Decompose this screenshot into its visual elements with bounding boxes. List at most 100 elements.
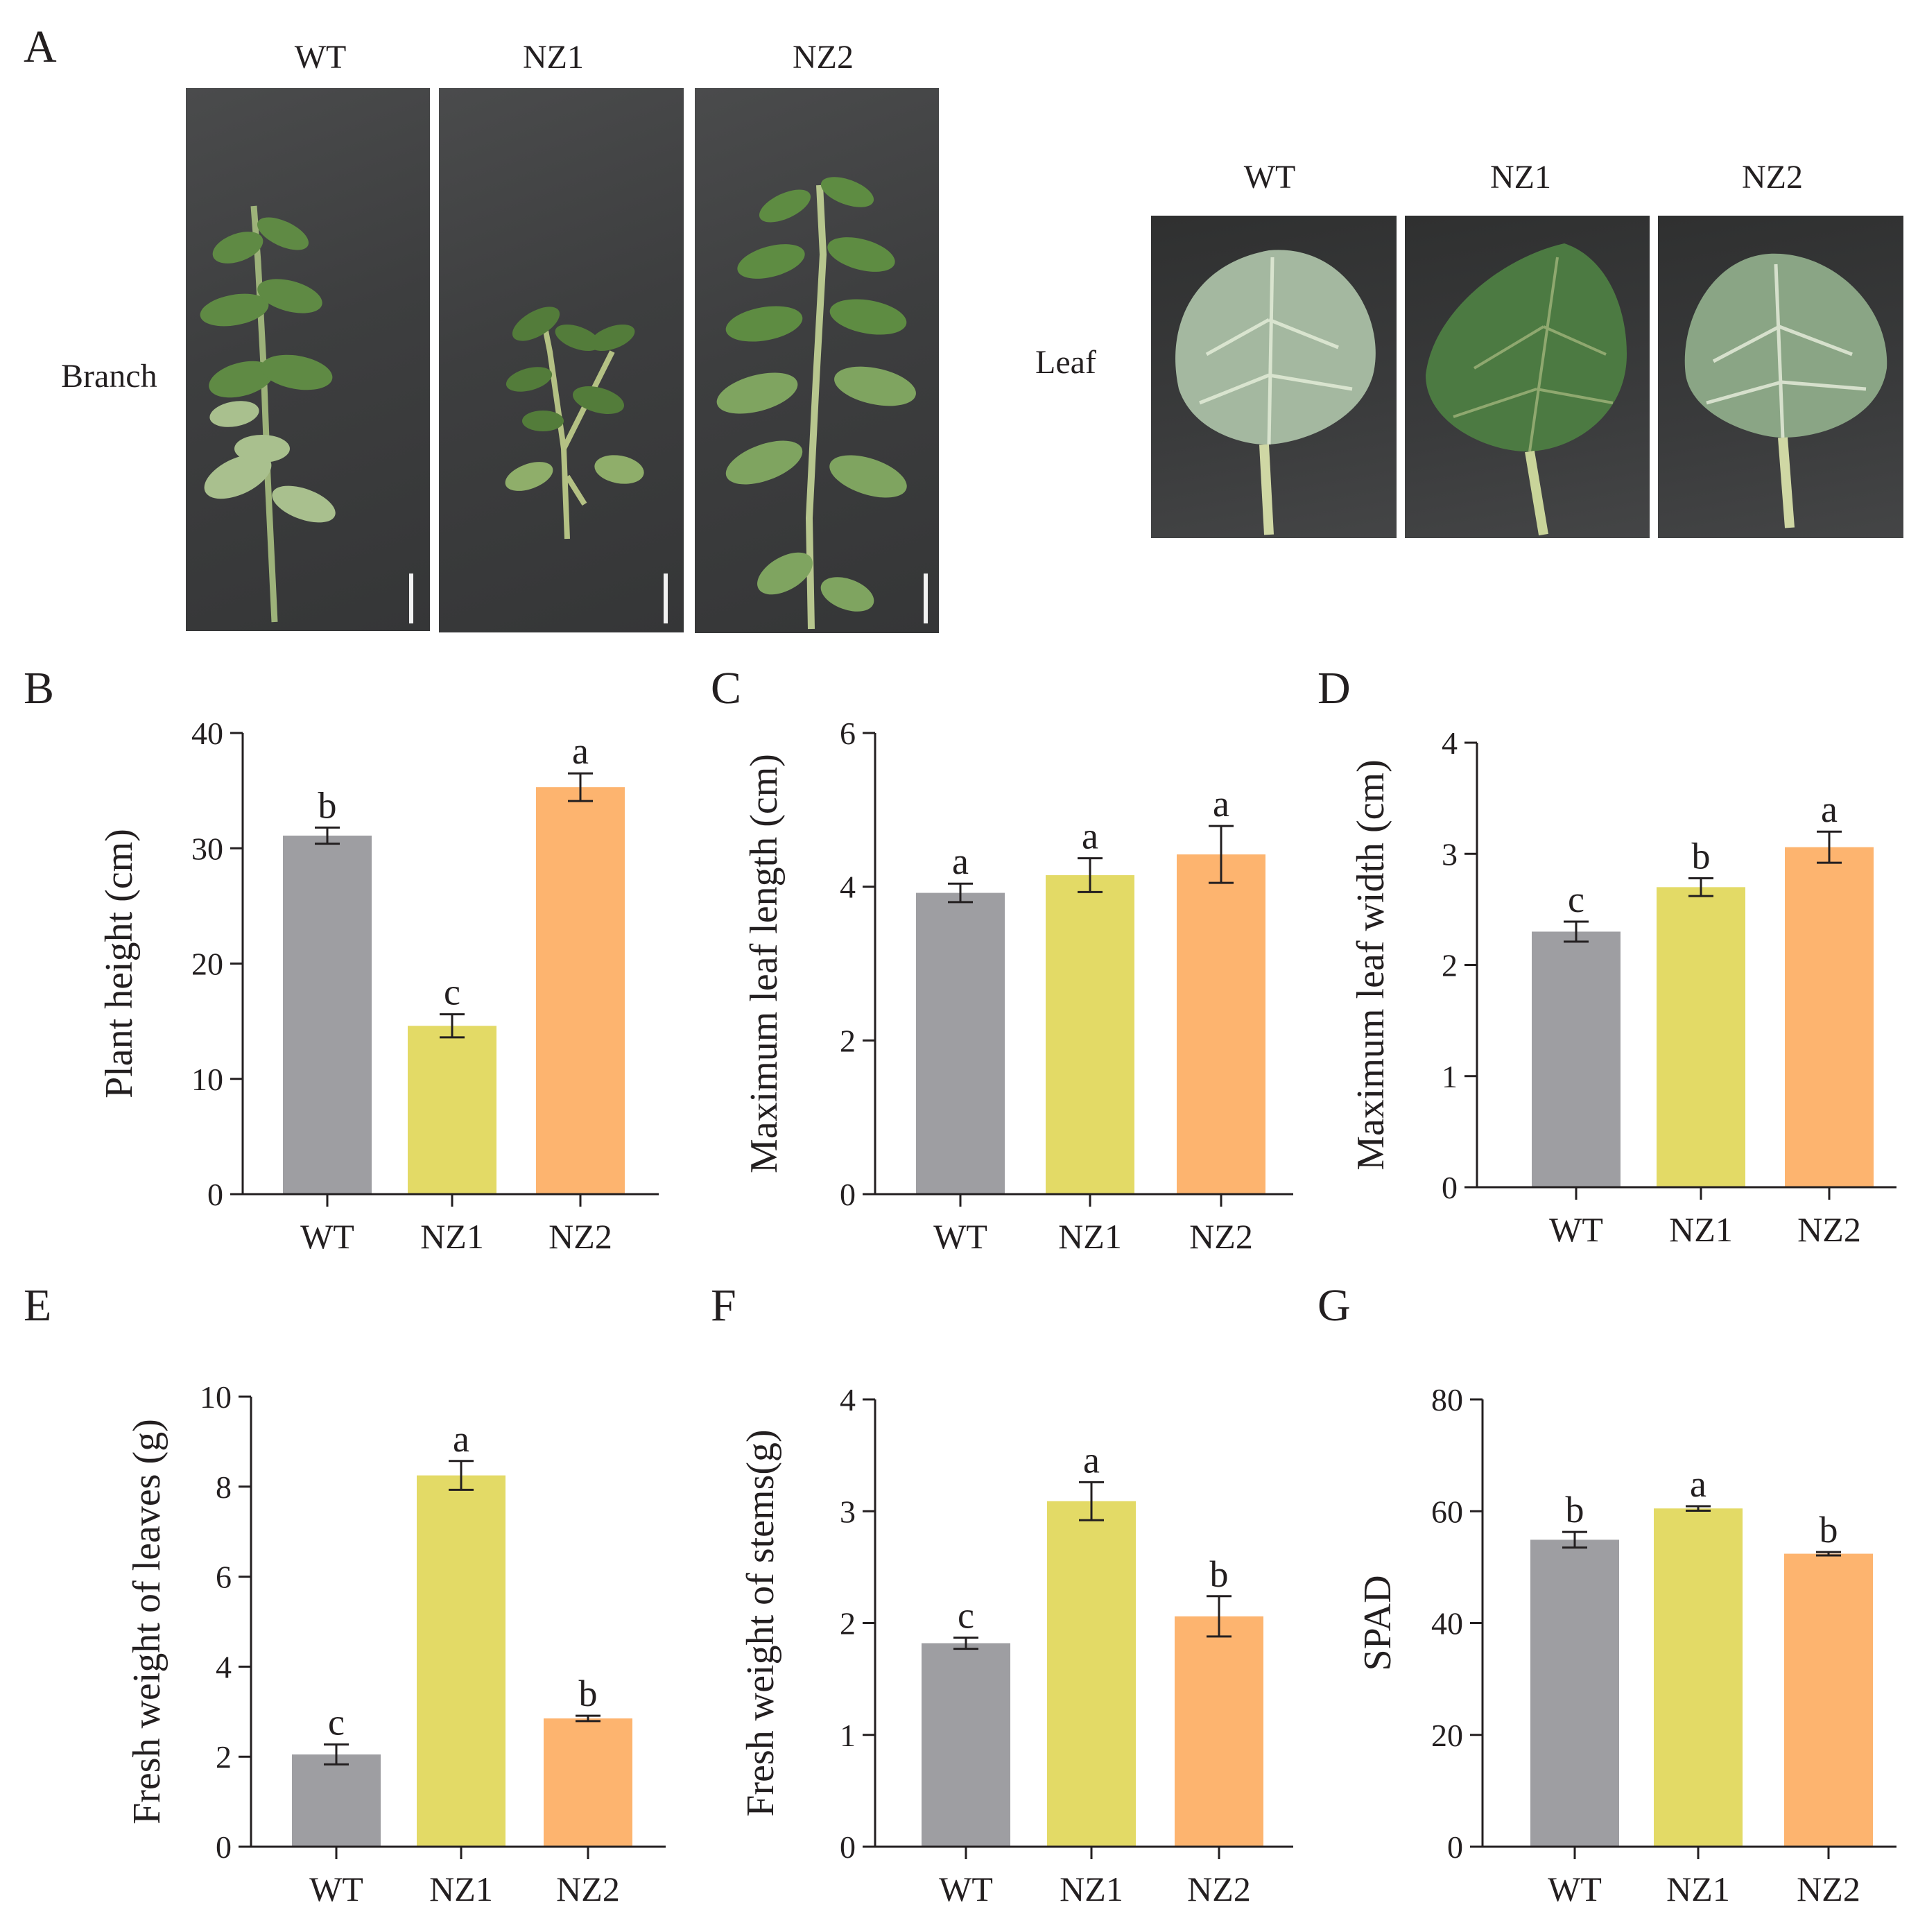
branch-plant-nz1-image [505,307,668,623]
chart-e-sig-letter-2: b [579,1673,598,1714]
chart-b-xtick-label-nz1: NZ1 [420,1217,484,1256]
chart-g-bar-nz2 [1784,1553,1873,1847]
chart-b-sig-letter-2: a [572,730,589,772]
panel-letter-f: F [711,1280,736,1331]
chart-d-ytick-label-3: 3 [1442,836,1458,872]
chart-f-bar-nz2 [1175,1616,1263,1847]
chart-c-xtick-label-nz2: NZ2 [1189,1217,1253,1256]
leaf-photo-nz1 [1405,216,1650,538]
chart-g-sig-letter-0: b [1566,1489,1584,1530]
chart-c-bar-nz1 [1046,875,1134,1194]
chart-d-sig-letter-2: a [1821,788,1838,830]
chart-b-ytick-label-0: 0 [207,1177,223,1212]
chart-d-bar-wt [1532,931,1621,1187]
chart-f-xtick-label-wt: WT [939,1870,993,1908]
leaf-label-nz1: NZ1 [1490,159,1551,196]
chart-b-bar-nz2 [536,787,625,1194]
chart-g-ylabel: SPAD [1356,1575,1399,1671]
chart-e-xtick-label-nz2: NZ2 [556,1870,620,1908]
chart-b-ytick-label-4: 40 [191,716,223,751]
chart-e-ylabel: Fresh weight of leaves (g) [126,1419,168,1825]
branch-photo-nz2 [695,88,939,633]
leaf-nz1-image [1426,243,1627,536]
chart-e-bar-nz2 [544,1718,632,1847]
panel-letter-a: A [24,21,57,72]
leaf-row-label: Leaf [1035,344,1096,381]
chart-g-ytick-label-3: 60 [1431,1494,1463,1529]
chart-f-ytick-label-1: 1 [840,1718,856,1753]
chart-d-bar-nz1 [1657,887,1745,1187]
chart-d-sig-letter-0: c [1568,879,1584,920]
chart-e-ytick-label-5: 10 [200,1379,232,1415]
leaf-label-nz2: NZ2 [1742,159,1803,196]
chart-e-bar-nz1 [417,1475,505,1847]
panel-letter-e: E [24,1280,52,1331]
leaf-nz2-image [1684,253,1887,528]
chart-f-bar-nz1 [1047,1501,1136,1847]
chart-c-bar-nz2 [1177,854,1265,1194]
chart-c-ytick-label-0: 0 [840,1177,856,1212]
chart-f-bar-wt [922,1643,1010,1847]
branch-plant-wt-image [200,205,413,623]
chart-d-sig-letter-1: b [1692,836,1711,877]
chart-c-xtick-label-nz1: NZ1 [1058,1217,1122,1256]
chart-f-xtick-label-nz2: NZ2 [1187,1870,1251,1908]
chart-f-sig-letter-2: b [1210,1553,1229,1595]
chart-g-xtick-label-nz1: NZ1 [1666,1870,1730,1908]
chart-g-ytick-label-2: 40 [1431,1606,1463,1641]
chart-g-sig-letter-2: b [1820,1509,1838,1551]
chart-e-ytick-label-1: 2 [216,1739,232,1775]
chart-c-ytick-label-1: 2 [840,1023,856,1058]
chart-e-bar-wt [292,1754,381,1847]
chart-c-ylabel: Maximum leaf length (cm) [743,754,786,1173]
panel-letter-g: G [1317,1280,1351,1331]
chart-d-xtick-label-nz1: NZ1 [1669,1210,1733,1249]
chart-b-ytick-label-2: 20 [191,947,223,982]
chart-g-ytick-label-4: 80 [1431,1382,1463,1417]
chart-c-sig-letter-1: a [1082,816,1098,857]
chart-g-ytick-label-1: 20 [1431,1718,1463,1753]
chart-f-xtick-label-nz1: NZ1 [1060,1870,1123,1908]
branch-photo-nz1 [439,88,684,632]
chart-d-xtick-label-nz2: NZ2 [1797,1210,1861,1249]
chart-d-ytick-label-0: 0 [1442,1170,1458,1205]
chart-g-bar-nz1 [1654,1508,1743,1847]
chart-d-bar-nz2 [1785,847,1874,1187]
chart-d-ytick-label-2: 2 [1442,948,1458,983]
leaf-wt-image [1175,250,1376,535]
chart-c-ytick-label-3: 6 [840,716,856,751]
chart-d-ytick-label-4: 4 [1442,725,1458,761]
chart-e-ytick-label-0: 0 [216,1829,232,1865]
branch-label-nz1: NZ1 [523,39,584,76]
chart-g-xtick-label-wt: WT [1548,1870,1602,1908]
chart-f-sig-letter-0: c [958,1594,974,1636]
chart-e-xtick-label-nz1: NZ1 [429,1870,493,1908]
chart-f-sig-letter-1: a [1083,1439,1100,1481]
chart-d-ytick-label-1: 1 [1442,1059,1458,1094]
panel-letter-c: C [711,663,742,714]
chart-c-ytick-label-2: 4 [840,870,856,905]
branch-row-label: Branch [61,358,157,395]
branch-plant-nz2-image [716,177,928,630]
chart-e-sig-letter-1: a [453,1418,469,1460]
chart-g-ytick-label-0: 0 [1447,1829,1463,1865]
chart-e-ytick-label-4: 8 [216,1469,232,1505]
chart-b-sig-letter-1: c [444,972,460,1013]
chart-f-ylabel: Fresh weight of stems(g) [739,1429,782,1816]
chart-f-ytick-label-3: 3 [840,1494,856,1529]
panel-letter-b: B [24,663,55,714]
branch-label-nz2: NZ2 [793,39,854,76]
chart-f-ytick-label-2: 2 [840,1606,856,1641]
chart-c-bar-wt [916,892,1005,1194]
chart-e-xtick-label-wt: WT [309,1870,363,1908]
chart-c-xtick-label-wt: WT [933,1217,987,1256]
chart-f-ytick-label-4: 4 [840,1382,856,1417]
chart-b-xtick-label-nz2: NZ2 [548,1217,612,1256]
chart-c-sig-letter-2: a [1213,783,1229,825]
branch-photo-wt [186,88,430,631]
leaf-label-wt: WT [1243,159,1296,196]
leaf-photo-wt [1151,216,1397,538]
chart-d-ylabel: Maximum leaf width (cm) [1349,759,1392,1171]
chart-b-bar-wt [283,835,372,1194]
